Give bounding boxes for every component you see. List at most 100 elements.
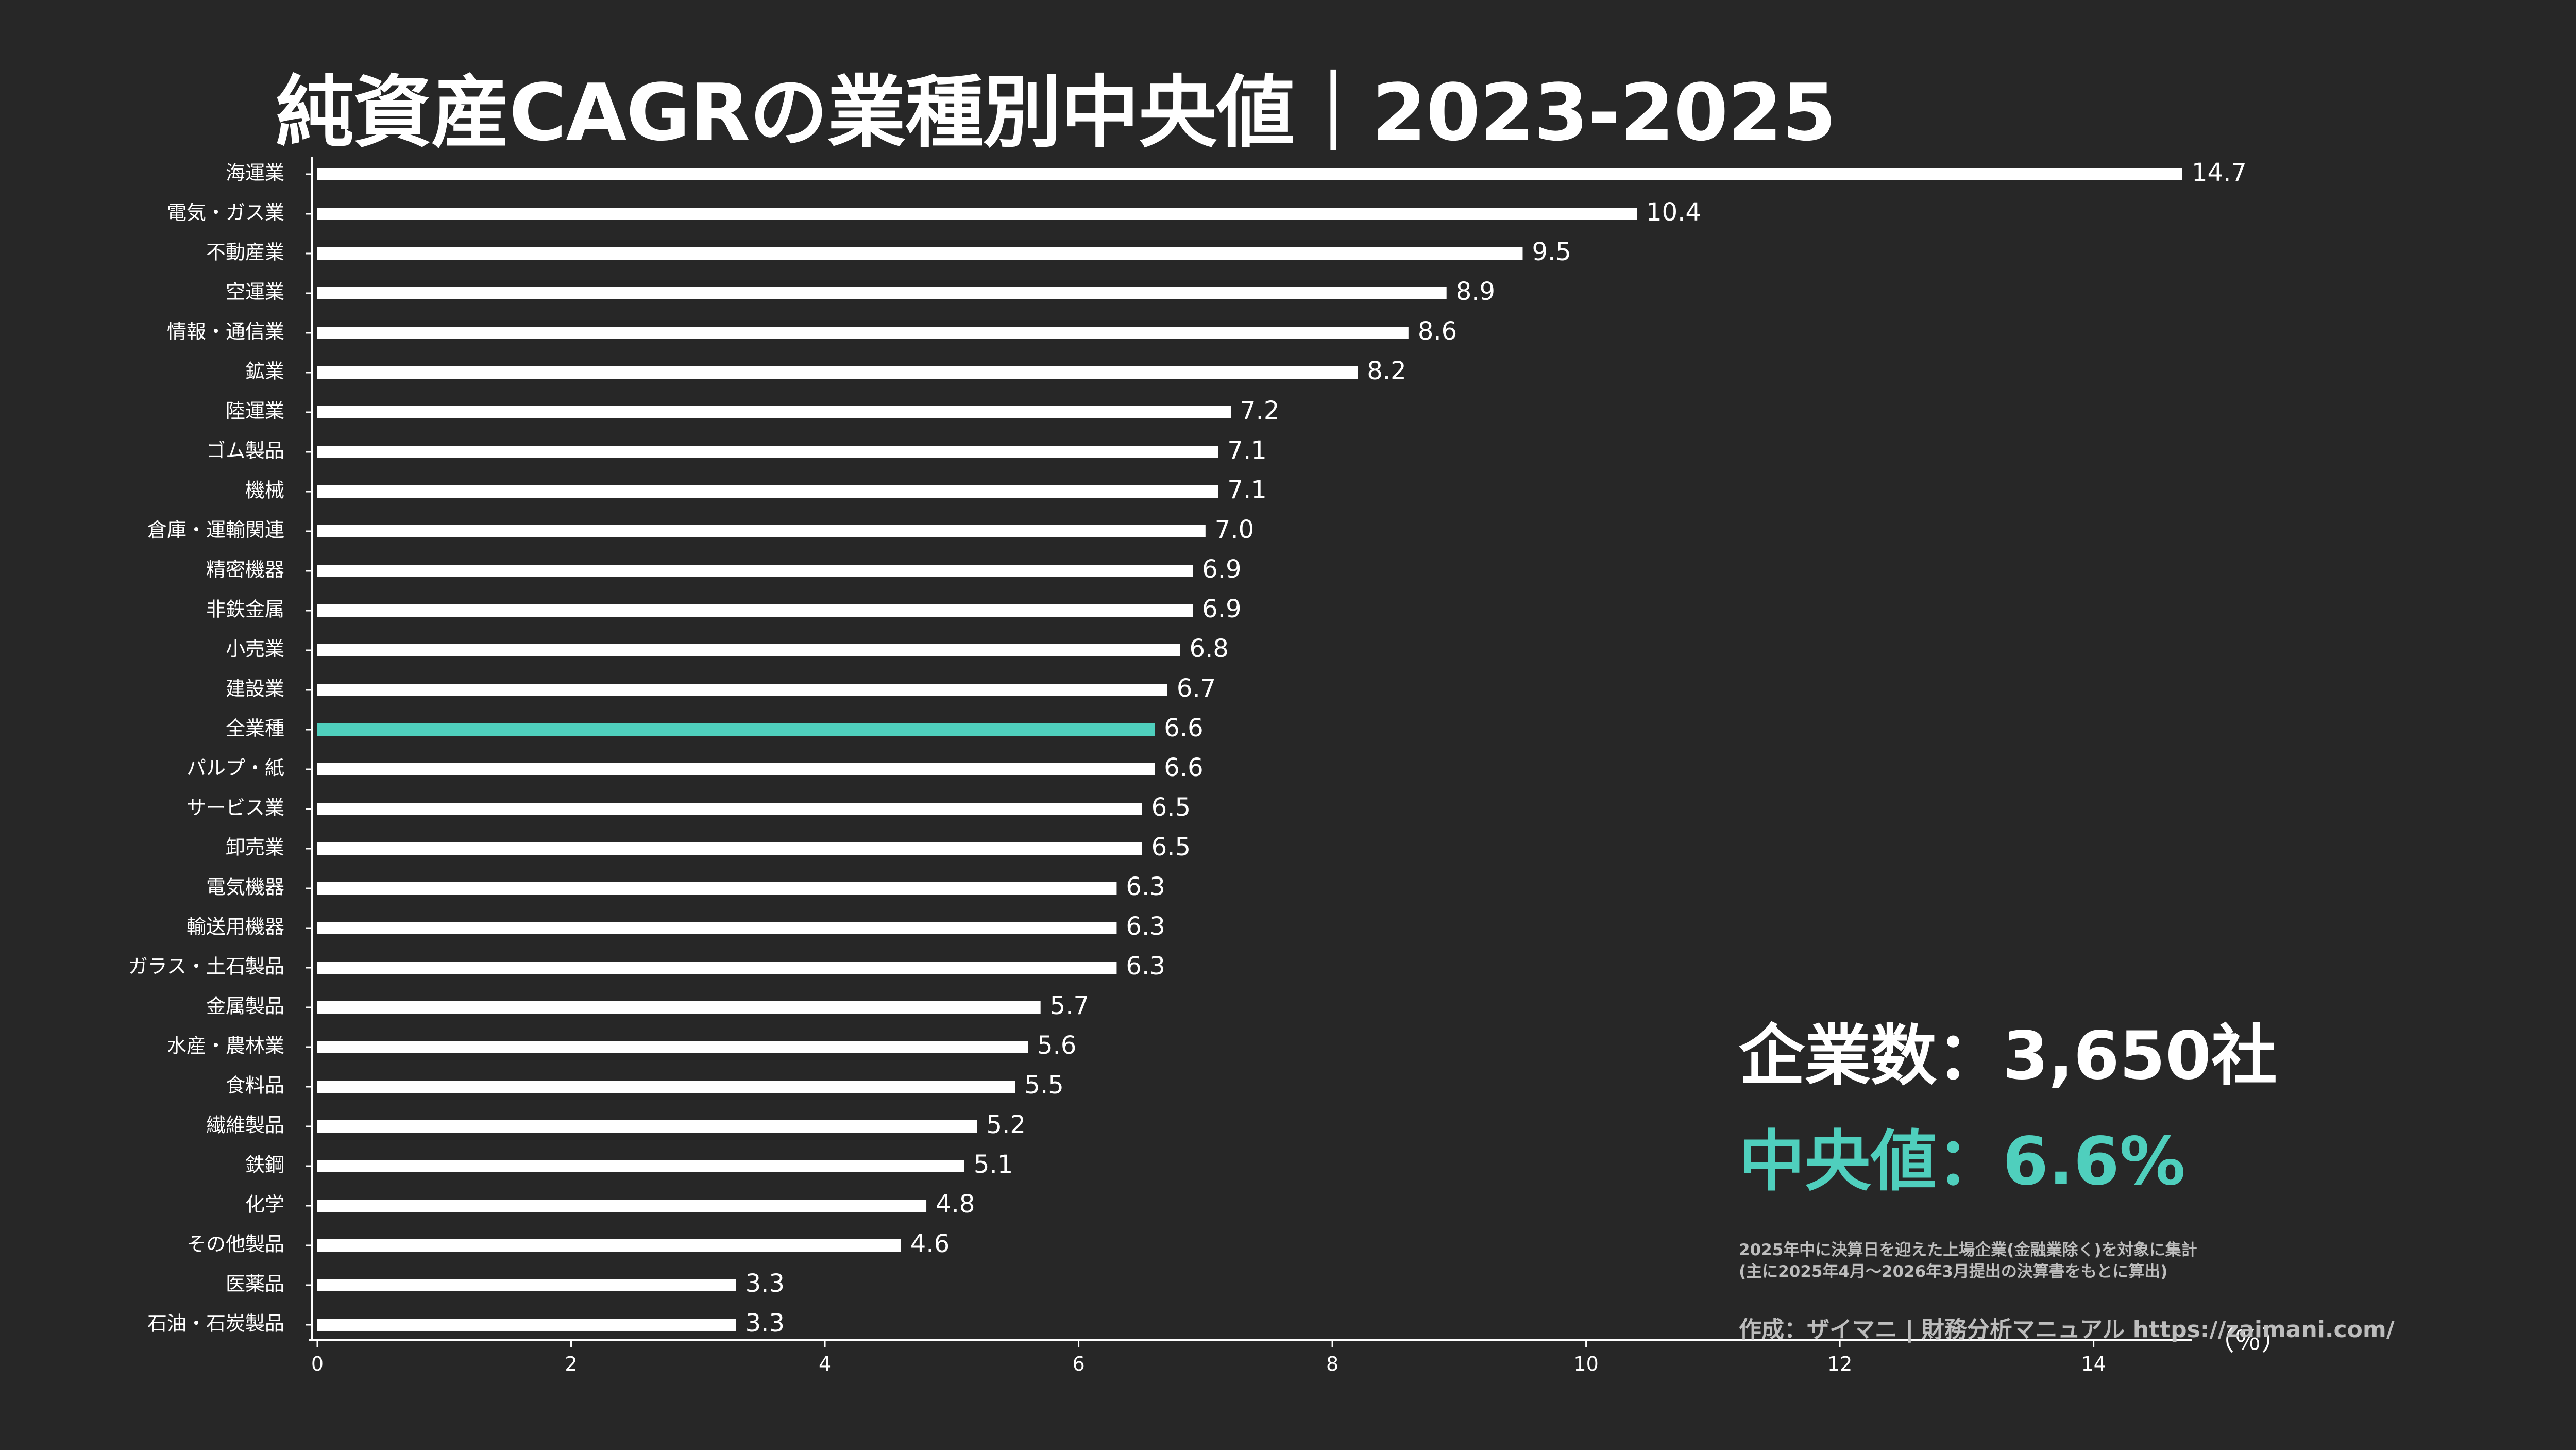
value-label: 6.5 xyxy=(1151,833,1191,862)
bar xyxy=(317,1239,901,1252)
bar xyxy=(317,327,1409,339)
value-label: 4.8 xyxy=(936,1190,975,1219)
bar xyxy=(317,1120,977,1133)
x-axis: 0 2 4 6 8 10 12 14 xyxy=(309,157,2192,1375)
value-label: 6.3 xyxy=(1126,872,1165,901)
note: 2025年中に決算日を迎えた上場企業(金融業除く)を対象に集計 (主に2025年… xyxy=(1739,1239,2395,1283)
value-label: 3.3 xyxy=(745,1309,785,1338)
value-label: 6.9 xyxy=(1202,595,1241,623)
value-label: 6.6 xyxy=(1164,714,1203,743)
value-label: 6.9 xyxy=(1202,555,1241,584)
category-label: パルプ・紙 xyxy=(187,757,284,780)
category-label: その他製品 xyxy=(187,1233,284,1256)
category-label: 全業種 xyxy=(226,717,284,740)
value-label: 9.5 xyxy=(1532,238,1571,266)
x-tick-label: 2 xyxy=(565,1353,577,1375)
bar xyxy=(317,842,1142,855)
bar xyxy=(317,485,1218,498)
bar xyxy=(317,604,1193,617)
x-tick-label: 8 xyxy=(1326,1353,1338,1375)
category-label: 電気機器 xyxy=(206,876,284,899)
bar xyxy=(317,168,2182,180)
credit: 作成：ザイマニ | 財務分析マニュアル https://zaimani.com/ xyxy=(1739,1317,2395,1343)
value-label: 4.6 xyxy=(910,1229,950,1258)
bar xyxy=(317,644,1180,656)
bar xyxy=(317,247,1523,260)
bar xyxy=(317,922,1117,934)
bar xyxy=(317,803,1142,815)
category-label: 電気・ガス業 xyxy=(167,201,284,224)
bar xyxy=(317,1001,1041,1014)
category-label: 食料品 xyxy=(226,1074,284,1097)
x-tick-label: 14 xyxy=(2081,1353,2106,1375)
unit-label: （％） xyxy=(2208,1326,2288,1357)
bar xyxy=(317,446,1218,458)
category-label: 精密機器 xyxy=(206,559,284,581)
bar xyxy=(317,287,1447,299)
category-label: ゴム製品 xyxy=(206,440,284,462)
category-label: 金属製品 xyxy=(206,995,284,1018)
bar xyxy=(317,525,1206,537)
bar xyxy=(317,208,1637,220)
category-label: 陸運業 xyxy=(226,400,284,423)
x-tick-label: 0 xyxy=(311,1353,324,1375)
note-line-1: 2025年中に決算日を迎えた上場企業(金融業除く)を対象に集計 xyxy=(1739,1241,2197,1259)
category-label: 卸売業 xyxy=(226,836,284,859)
value-label: 5.1 xyxy=(974,1150,1013,1179)
value-label: 8.2 xyxy=(1367,357,1406,385)
bar xyxy=(317,1041,1028,1053)
x-tick-label: 6 xyxy=(1072,1353,1084,1375)
bar xyxy=(317,565,1193,577)
category-label: 建設業 xyxy=(226,678,284,700)
chart-title: 純資産CAGRの業種別中央値｜2023-2025 xyxy=(276,67,1836,158)
value-label: 5.6 xyxy=(1037,1031,1076,1060)
value-label: 7.1 xyxy=(1227,436,1266,465)
value-label: 6.6 xyxy=(1164,753,1203,782)
x-tick-label: 10 xyxy=(1573,1353,1598,1375)
value-label: 6.3 xyxy=(1126,952,1165,981)
bar xyxy=(317,684,1167,696)
category-label: 情報・通信業 xyxy=(167,321,284,343)
bar xyxy=(317,763,1155,775)
category-label: 石油・石炭製品 xyxy=(147,1312,284,1335)
bar xyxy=(317,406,1231,418)
median-stat: 中央値：6.6% xyxy=(1739,1123,2186,1200)
bar xyxy=(317,1081,1015,1093)
category-label: 小売業 xyxy=(226,638,284,661)
value-label: 7.2 xyxy=(1240,396,1279,425)
value-label: 6.8 xyxy=(1190,634,1229,663)
value-label: 6.5 xyxy=(1151,793,1191,822)
category-label: 鉱業 xyxy=(245,360,284,383)
bar xyxy=(317,1160,964,1172)
category-label: 輸送用機器 xyxy=(187,916,284,938)
bar xyxy=(317,1200,927,1212)
bar xyxy=(317,962,1117,974)
value-label: 7.0 xyxy=(1215,515,1254,544)
value-label: 14.7 xyxy=(2192,158,2247,187)
value-label: 6.7 xyxy=(1177,674,1216,703)
category-label: 化学 xyxy=(245,1193,284,1216)
category-label: 水産・農林業 xyxy=(167,1035,284,1057)
info-panel: 企業数：3,650社 中央値：6.6% 2025年中に決算日を迎えた上場企業(金… xyxy=(1739,1002,2395,1344)
bar xyxy=(317,1319,736,1331)
category-label: 海運業 xyxy=(226,162,284,184)
bar-highlight xyxy=(317,723,1155,736)
category-label: 空運業 xyxy=(226,281,284,304)
value-label: 7.1 xyxy=(1227,476,1266,504)
value-label: 8.9 xyxy=(1456,277,1495,306)
category-label: 機械 xyxy=(245,479,284,502)
x-tick-label: 12 xyxy=(1827,1353,1852,1375)
bars-layer: 海運業 14.7 電気・ガス業 10.4 不動産業 9.5 空運業 8.9 情報・通信業 8.6 鉱… xyxy=(128,158,2247,1338)
category-label: 医薬品 xyxy=(226,1273,284,1295)
category-label: ガラス・土石製品 xyxy=(128,955,284,978)
bar xyxy=(317,882,1117,895)
category-label: 鉄鋼 xyxy=(245,1154,284,1176)
value-label: 10.4 xyxy=(1646,198,1701,227)
category-label: 倉庫・運輸関連 xyxy=(147,519,284,542)
company-count: 企業数：3,650社 xyxy=(1739,1018,2277,1094)
note-line-2: (主に2025年4月～2026年3月提出の決算書をもとに算出) xyxy=(1739,1262,2168,1281)
category-label: 不動産業 xyxy=(206,241,284,264)
x-tick-label: 4 xyxy=(819,1353,831,1375)
value-label: 5.2 xyxy=(987,1110,1026,1139)
